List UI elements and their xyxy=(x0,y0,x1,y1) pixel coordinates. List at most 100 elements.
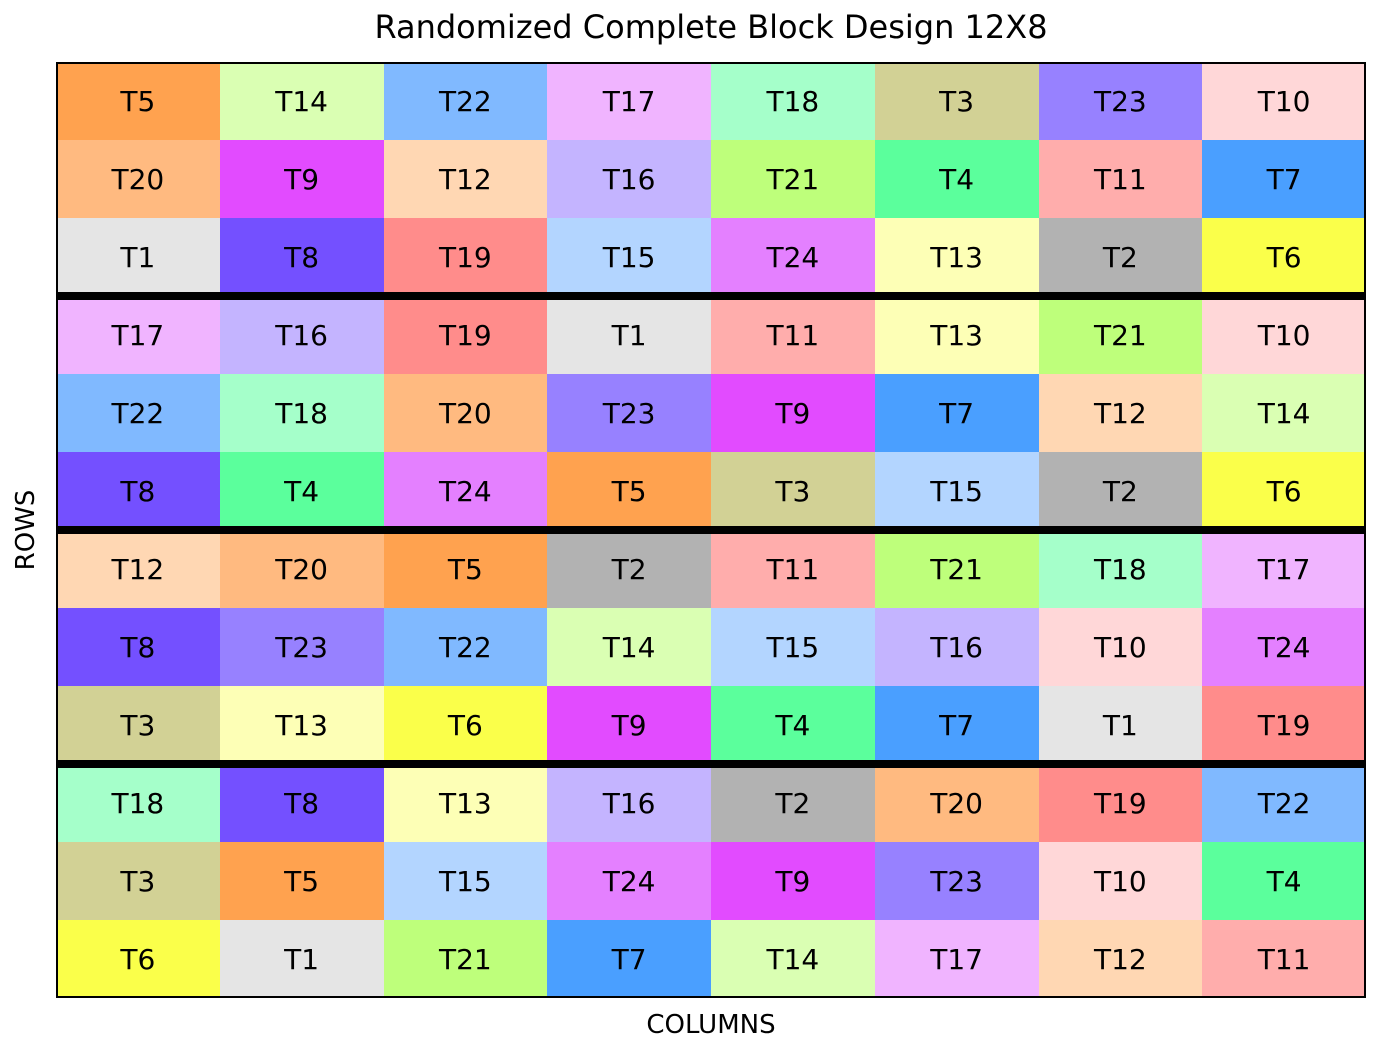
plot-cell: T6 xyxy=(1202,218,1366,296)
plot-cell: T8 xyxy=(219,218,384,296)
plot-cell: T5 xyxy=(383,530,548,608)
plot-cell: T6 xyxy=(383,686,548,764)
plot-cell: T22 xyxy=(383,608,548,686)
plot-cell: T3 xyxy=(874,62,1039,140)
plot-cell: T21 xyxy=(874,530,1039,608)
plot-cell: T1 xyxy=(1038,686,1203,764)
plot-cell: T21 xyxy=(1038,296,1203,374)
plot-cell: T9 xyxy=(711,374,875,452)
block-divider xyxy=(56,526,1366,534)
plot-cell: T15 xyxy=(383,842,548,920)
plot-cell: T22 xyxy=(1202,764,1366,842)
plot-cell: T2 xyxy=(711,764,875,842)
plot-cell: T21 xyxy=(383,920,548,998)
plot-cell: T7 xyxy=(874,686,1039,764)
plot-cell: T18 xyxy=(56,764,220,842)
plot-cell: T7 xyxy=(547,920,711,998)
plot-cell: T16 xyxy=(219,296,384,374)
plot-cell: T23 xyxy=(874,842,1039,920)
plot-cell: T12 xyxy=(383,140,548,218)
plot-cell: T24 xyxy=(1202,608,1366,686)
plot-cell: T11 xyxy=(1202,920,1366,998)
plot-cell: T14 xyxy=(711,920,875,998)
plot-cell: T14 xyxy=(1202,374,1366,452)
plot-cell: T15 xyxy=(711,608,875,686)
plot-cell: T16 xyxy=(547,764,711,842)
plot-cell: T20 xyxy=(219,530,384,608)
plot-cell: T22 xyxy=(383,62,548,140)
plot-cell: T23 xyxy=(219,608,384,686)
plot-cell: T2 xyxy=(1038,218,1203,296)
plot-cell: T17 xyxy=(1202,530,1366,608)
plot-cell: T13 xyxy=(874,218,1039,296)
plot-cell: T12 xyxy=(56,530,220,608)
plot-cell: T18 xyxy=(219,374,384,452)
plot-cell: T12 xyxy=(1038,374,1203,452)
block-divider xyxy=(56,292,1366,300)
plot-cell: T11 xyxy=(711,296,875,374)
plot-cell: T21 xyxy=(711,140,875,218)
plot-cell: T16 xyxy=(547,140,711,218)
plot-cell: T19 xyxy=(383,296,548,374)
plot-cell: T15 xyxy=(874,452,1039,530)
plot-cell: T8 xyxy=(56,608,220,686)
plot-cell: T23 xyxy=(1038,62,1203,140)
plot-cell: T17 xyxy=(874,920,1039,998)
plot-cell: T16 xyxy=(874,608,1039,686)
plot-cell: T7 xyxy=(874,374,1039,452)
plot-cell: T4 xyxy=(874,140,1039,218)
plot-cell: T19 xyxy=(1202,686,1366,764)
plot-cell: T4 xyxy=(711,686,875,764)
plot-cell: T9 xyxy=(219,140,384,218)
plot-cell: T18 xyxy=(1038,530,1203,608)
y-axis-label: ROWS xyxy=(11,489,41,571)
plot-cell: T22 xyxy=(56,374,220,452)
plot-cell: T19 xyxy=(1038,764,1203,842)
plot-cell: T5 xyxy=(219,842,384,920)
plot-cell: T24 xyxy=(547,842,711,920)
plot-cell: T5 xyxy=(547,452,711,530)
plot-cell: T8 xyxy=(56,452,220,530)
plot-cell: T18 xyxy=(711,62,875,140)
plot-cell: T10 xyxy=(1202,296,1366,374)
plot-cell: T10 xyxy=(1038,608,1203,686)
plot-cell: T9 xyxy=(711,842,875,920)
block-design-grid: T5 T14 T22 T17 T18 T3 T23 T10 T20 T9 T12 T16 T21 T4 T1… xyxy=(56,62,1366,998)
plot-cell: T9 xyxy=(547,686,711,764)
plot-cell: T1 xyxy=(547,296,711,374)
block-divider xyxy=(56,760,1366,768)
plot-cell: T19 xyxy=(383,218,548,296)
plot-cell: T3 xyxy=(56,686,220,764)
plot-cell: T14 xyxy=(219,62,384,140)
x-axis-label: COLUMNS xyxy=(646,1010,776,1040)
plot-cell: T24 xyxy=(383,452,548,530)
plot-cell: T8 xyxy=(219,764,384,842)
plot-cell: T20 xyxy=(56,140,220,218)
plot-cell: T13 xyxy=(219,686,384,764)
plot-cell: T10 xyxy=(1202,62,1366,140)
plot-cell: T10 xyxy=(1038,842,1203,920)
plot-cell: T2 xyxy=(547,530,711,608)
plot-cell: T13 xyxy=(383,764,548,842)
plot-cell: T15 xyxy=(547,218,711,296)
plot-cell: T17 xyxy=(56,296,220,374)
plot-cell: T5 xyxy=(56,62,220,140)
plot-cell: T3 xyxy=(56,842,220,920)
plot-cell: T20 xyxy=(383,374,548,452)
plot-cell: T3 xyxy=(711,452,875,530)
plot-cell: T6 xyxy=(56,920,220,998)
plot-cell: T6 xyxy=(1202,452,1366,530)
plot-cell: T4 xyxy=(1202,842,1366,920)
plot-cell: T23 xyxy=(547,374,711,452)
plot-cell: T20 xyxy=(874,764,1039,842)
plot-cell: T11 xyxy=(711,530,875,608)
plot-cell: T14 xyxy=(547,608,711,686)
plot-cell: T1 xyxy=(56,218,220,296)
plot-cell: T2 xyxy=(1038,452,1203,530)
plot-cell: T12 xyxy=(1038,920,1203,998)
plot-cell: T7 xyxy=(1202,140,1366,218)
plot-cell: T24 xyxy=(711,218,875,296)
plot-cell: T13 xyxy=(874,296,1039,374)
plot-cell: T11 xyxy=(1038,140,1203,218)
plot-cell: T1 xyxy=(219,920,384,998)
